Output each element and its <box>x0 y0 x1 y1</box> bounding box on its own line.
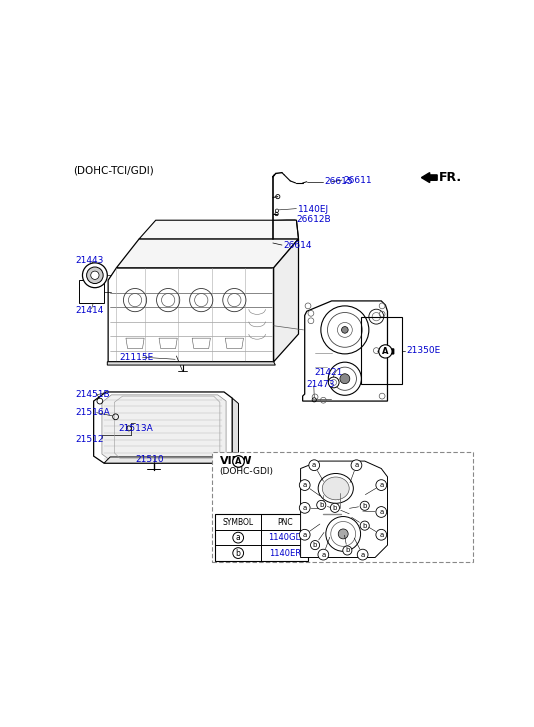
Text: b: b <box>333 505 337 511</box>
Circle shape <box>300 502 310 513</box>
Circle shape <box>321 306 369 354</box>
Polygon shape <box>116 239 299 268</box>
Text: 21350E: 21350E <box>406 346 441 355</box>
Text: b: b <box>363 523 367 529</box>
Text: 21513A: 21513A <box>119 424 153 433</box>
Text: a: a <box>312 462 316 468</box>
Polygon shape <box>274 239 299 362</box>
FancyArrow shape <box>378 347 394 356</box>
Circle shape <box>233 532 244 543</box>
Circle shape <box>343 546 352 555</box>
Text: 1140EJ: 1140EJ <box>297 204 329 214</box>
Circle shape <box>310 541 320 550</box>
Circle shape <box>317 500 326 510</box>
Circle shape <box>233 547 244 558</box>
Text: b: b <box>319 502 324 508</box>
Text: (DOHC-TCI/GDI): (DOHC-TCI/GDI) <box>73 166 154 175</box>
Text: 26611: 26611 <box>343 176 372 185</box>
Text: 1140ER: 1140ER <box>269 549 301 558</box>
Polygon shape <box>301 461 388 558</box>
Text: (DOHC-GDI): (DOHC-GDI) <box>219 467 273 476</box>
Text: a: a <box>379 509 383 515</box>
Text: 21451B: 21451B <box>76 390 111 399</box>
Polygon shape <box>232 398 239 457</box>
Polygon shape <box>104 457 239 463</box>
Polygon shape <box>159 338 177 348</box>
Circle shape <box>376 529 387 540</box>
Circle shape <box>360 501 370 510</box>
Text: 26615: 26615 <box>325 177 353 186</box>
Circle shape <box>300 529 310 540</box>
Polygon shape <box>108 268 274 362</box>
Polygon shape <box>93 392 232 463</box>
Polygon shape <box>139 220 299 239</box>
Circle shape <box>360 521 370 530</box>
Circle shape <box>340 374 350 384</box>
Circle shape <box>87 267 103 284</box>
Text: PNC: PNC <box>277 518 293 526</box>
Text: 21443: 21443 <box>76 256 104 265</box>
Text: b: b <box>235 549 241 558</box>
Text: a: a <box>321 552 325 558</box>
Text: VIEW: VIEW <box>220 457 253 467</box>
Text: a: a <box>360 552 365 558</box>
Text: SYMBOL: SYMBOL <box>223 518 254 526</box>
Text: FR.: FR. <box>439 171 462 184</box>
Text: A: A <box>235 457 242 466</box>
Text: a: a <box>379 482 383 488</box>
Circle shape <box>82 263 107 288</box>
Ellipse shape <box>323 477 349 499</box>
Circle shape <box>342 326 348 333</box>
Text: b: b <box>313 542 317 548</box>
Polygon shape <box>126 338 144 348</box>
Polygon shape <box>102 395 226 460</box>
Circle shape <box>318 549 329 560</box>
Text: b: b <box>363 503 367 509</box>
Circle shape <box>338 529 348 539</box>
Circle shape <box>357 549 368 560</box>
Text: 1140GD: 1140GD <box>268 533 302 542</box>
Text: 26614: 26614 <box>283 241 312 250</box>
Circle shape <box>379 345 392 358</box>
Text: 21115E: 21115E <box>119 353 154 362</box>
Circle shape <box>300 480 310 491</box>
Text: 21512: 21512 <box>76 435 104 444</box>
Circle shape <box>328 362 362 395</box>
Text: a: a <box>303 505 307 511</box>
Text: 21510: 21510 <box>135 454 163 464</box>
Circle shape <box>376 507 387 518</box>
Circle shape <box>331 503 340 513</box>
Text: b: b <box>345 547 350 553</box>
Text: 21516A: 21516A <box>76 408 111 417</box>
FancyBboxPatch shape <box>213 451 473 563</box>
Ellipse shape <box>318 473 354 503</box>
Text: a: a <box>236 533 240 542</box>
Text: A: A <box>382 347 389 356</box>
Text: 21473: 21473 <box>306 380 334 389</box>
Text: 21421: 21421 <box>314 368 343 377</box>
Circle shape <box>326 517 360 551</box>
Circle shape <box>328 377 339 387</box>
Circle shape <box>309 460 320 470</box>
Circle shape <box>376 480 387 491</box>
FancyArrow shape <box>421 172 437 182</box>
Circle shape <box>351 460 362 470</box>
Text: a: a <box>355 462 358 468</box>
Polygon shape <box>225 338 244 348</box>
Polygon shape <box>303 301 388 401</box>
Circle shape <box>91 271 99 279</box>
Text: a: a <box>303 482 307 488</box>
Text: 26612B: 26612B <box>297 215 332 225</box>
Text: a: a <box>379 531 383 538</box>
Text: a: a <box>303 531 307 538</box>
Polygon shape <box>107 362 276 365</box>
Polygon shape <box>79 280 104 303</box>
Text: 21414: 21414 <box>76 305 104 315</box>
Circle shape <box>233 456 244 467</box>
Polygon shape <box>192 338 210 348</box>
Polygon shape <box>215 515 308 561</box>
